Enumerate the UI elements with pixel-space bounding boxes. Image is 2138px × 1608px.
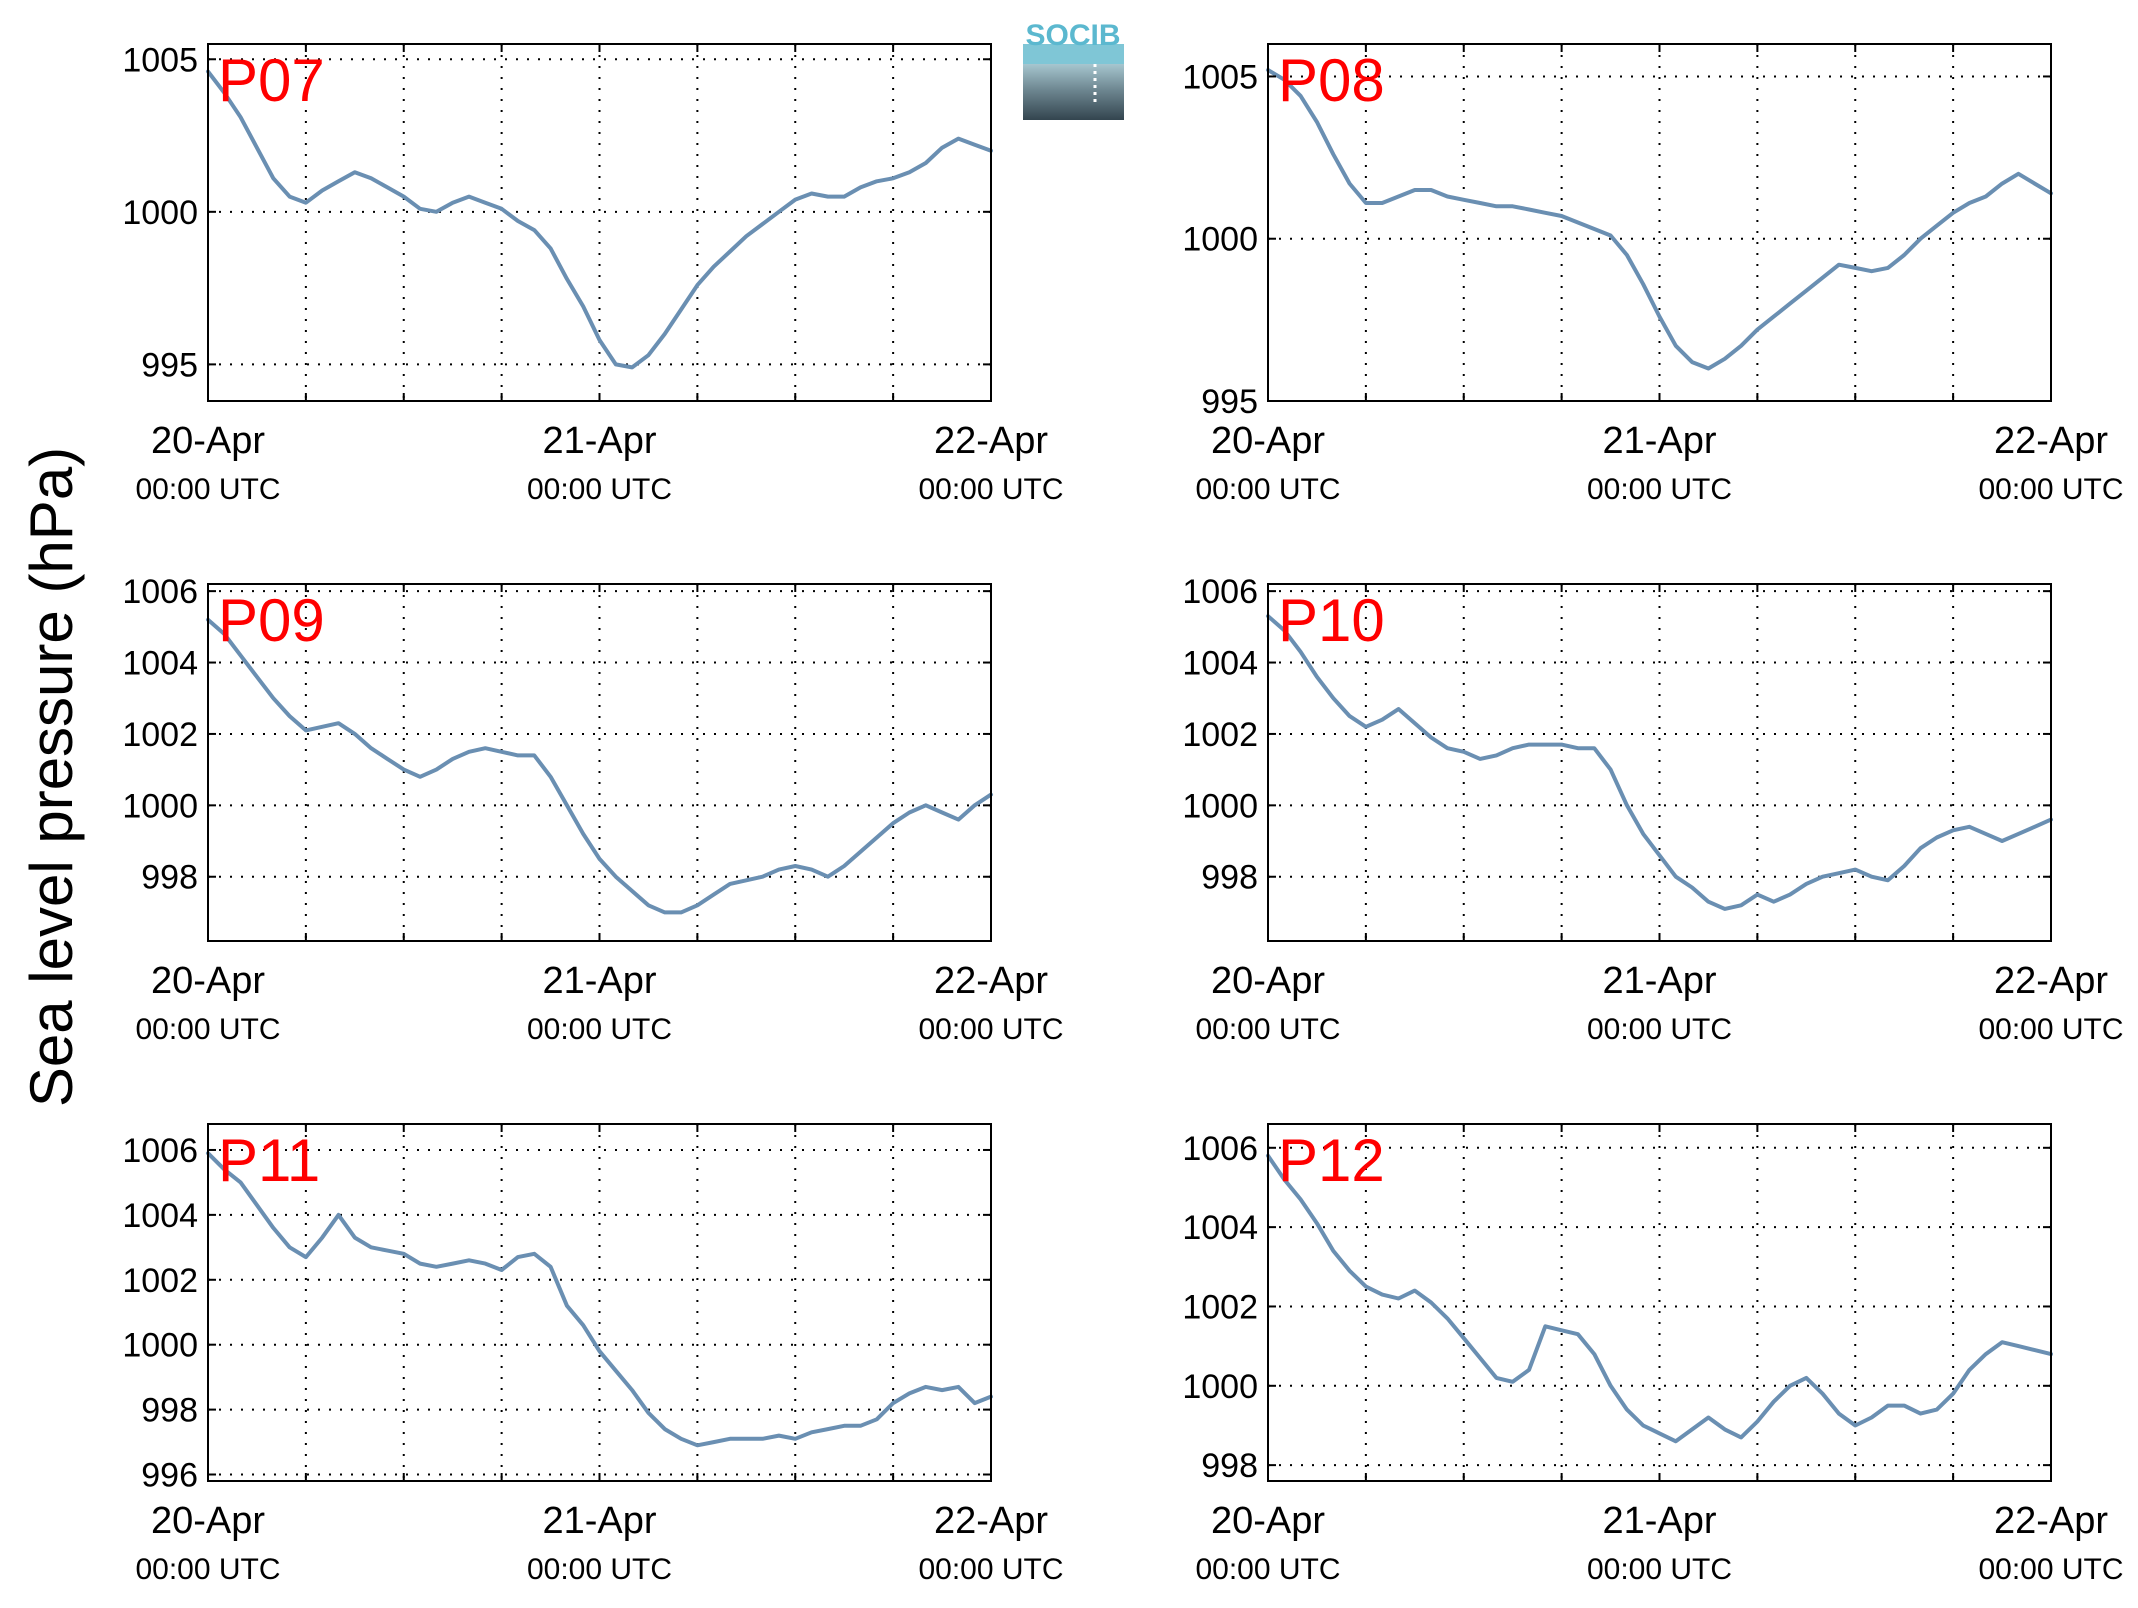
y-tick-label: 1002 <box>122 1262 198 1300</box>
y-tick-label: 995 <box>141 346 198 384</box>
x-tick-date-label: 20-Apr <box>151 420 265 462</box>
y-tick-label: 1005 <box>1182 58 1258 96</box>
x-tick-time-label: 00:00 UTC <box>1195 1013 1340 1046</box>
x-tick-date-label: 22-Apr <box>934 1500 1048 1542</box>
x-tick-date-label: 21-Apr <box>1602 420 1716 462</box>
y-tick-label: 1005 <box>122 41 198 79</box>
logo-text: SOCIB <box>1025 19 1120 52</box>
x-tick-date-label: 21-Apr <box>542 420 656 462</box>
y-tick-label: 1000 <box>122 1327 198 1365</box>
chart-panel-p07: 995 1000 1005 20-Apr 00:00 UTC 21-Apr 00:00 UT… <box>122 41 1063 506</box>
series-line <box>206 617 993 915</box>
y-tick-label: 1004 <box>122 1197 198 1235</box>
chart-panel-p10: 998 1000 1002 1004 1006 20-Apr 00:00 UTC 21-Apr… <box>1182 573 2123 1046</box>
x-tick-time-label: 00:00 UTC <box>527 1553 672 1586</box>
y-tick-label: 1000 <box>1182 787 1258 825</box>
x-tick-date-label: 20-Apr <box>151 1500 265 1542</box>
chart-panel-p11: 996 998 1000 1002 1004 1006 20-Apr 00:00 UTC 21-… <box>122 1123 1064 1586</box>
series-line <box>1266 1153 2053 1444</box>
y-tick-label: 1000 <box>1182 221 1258 259</box>
panel-title: P11 <box>218 1127 320 1194</box>
panel-title: P10 <box>1278 587 1385 654</box>
y-tick-label: 1000 <box>122 194 198 232</box>
x-tick-date-label: 22-Apr <box>1994 420 2108 462</box>
x-tick-date-label: 22-Apr <box>1994 1500 2108 1542</box>
x-tick-time-label: 00:00 UTC <box>135 473 280 506</box>
y-tick-label: 1004 <box>1182 645 1258 683</box>
x-tick-time-label: 00:00 UTC <box>1587 473 1732 506</box>
x-tick-date-label: 21-Apr <box>542 960 656 1002</box>
series-line <box>206 1151 993 1448</box>
x-tick-time-label: 00:00 UTC <box>1978 1553 2123 1586</box>
x-tick-date-label: 21-Apr <box>1602 1500 1716 1542</box>
series-line <box>1266 614 2053 911</box>
panel-title: P08 <box>1278 47 1385 114</box>
x-tick-date-label: 20-Apr <box>1211 1500 1325 1542</box>
y-tick-label: 998 <box>1201 859 1258 897</box>
x-tick-date-label: 21-Apr <box>1602 960 1716 1002</box>
panel-title: P07 <box>218 47 325 114</box>
y-tick-label: 998 <box>1201 1447 1258 1485</box>
panel-title: P09 <box>218 587 325 654</box>
y-tick-label: 1004 <box>122 645 198 683</box>
x-tick-time-label: 00:00 UTC <box>1587 1553 1732 1586</box>
x-tick-time-label: 00:00 UTC <box>1195 1553 1340 1586</box>
x-tick-time-label: 00:00 UTC <box>135 1013 280 1046</box>
y-tick-label: 1002 <box>1182 716 1258 754</box>
series-line <box>206 69 993 370</box>
y-tick-label: 998 <box>141 1392 198 1430</box>
x-tick-date-label: 22-Apr <box>934 960 1048 1002</box>
chart-panel-p09: 998 1000 1002 1004 1006 20-Apr 00:00 UTC 21-Apr… <box>122 573 1063 1046</box>
x-tick-time-label: 00:00 UTC <box>527 1013 672 1046</box>
x-tick-time-label: 00:00 UTC <box>527 473 672 506</box>
y-axis-label: Sea level pressure (hPa) <box>18 447 85 1107</box>
x-tick-date-label: 20-Apr <box>151 960 265 1002</box>
y-tick-label: 995 <box>1201 383 1258 421</box>
x-tick-time-label: 00:00 UTC <box>918 1553 1063 1586</box>
x-tick-time-label: 00:00 UTC <box>918 1013 1063 1046</box>
x-tick-date-label: 22-Apr <box>934 420 1048 462</box>
series-line <box>1266 68 2053 371</box>
y-tick-label: 1000 <box>1182 1368 1258 1406</box>
chart-panel-p08: 995 1000 1005 20-Apr 00:00 UTC 21-Apr 00:00 UT… <box>1182 43 2124 506</box>
x-tick-date-label: 20-Apr <box>1211 420 1325 462</box>
y-tick-label: 1002 <box>1182 1288 1258 1326</box>
y-tick-label: 1000 <box>122 787 198 825</box>
y-tick-label: 1006 <box>1182 1130 1258 1168</box>
chart-panel-p12: 998 1000 1002 1004 1006 20-Apr 00:00 UTC 21-Apr… <box>1182 1123 2124 1586</box>
y-tick-label: 998 <box>141 859 198 897</box>
y-tick-label: 1006 <box>122 573 198 611</box>
x-tick-time-label: 00:00 UTC <box>1195 473 1340 506</box>
socib-logo: SOCIB <box>1023 19 1124 120</box>
x-tick-time-label: 00:00 UTC <box>135 1553 280 1586</box>
y-tick-label: 1006 <box>1182 573 1258 611</box>
y-tick-label: 1006 <box>122 1132 198 1170</box>
x-tick-time-label: 00:00 UTC <box>918 473 1063 506</box>
y-tick-label: 1004 <box>1182 1209 1258 1247</box>
y-tick-label: 1002 <box>122 716 198 754</box>
x-tick-date-label: 22-Apr <box>1994 960 2108 1002</box>
x-tick-time-label: 00:00 UTC <box>1978 473 2123 506</box>
x-tick-date-label: 21-Apr <box>542 1500 656 1542</box>
y-tick-label: 996 <box>141 1457 198 1495</box>
x-tick-time-label: 00:00 UTC <box>1587 1013 1732 1046</box>
x-tick-time-label: 00:00 UTC <box>1978 1013 2123 1046</box>
panel-title: P12 <box>1278 1127 1385 1194</box>
x-tick-date-label: 20-Apr <box>1211 960 1325 1002</box>
